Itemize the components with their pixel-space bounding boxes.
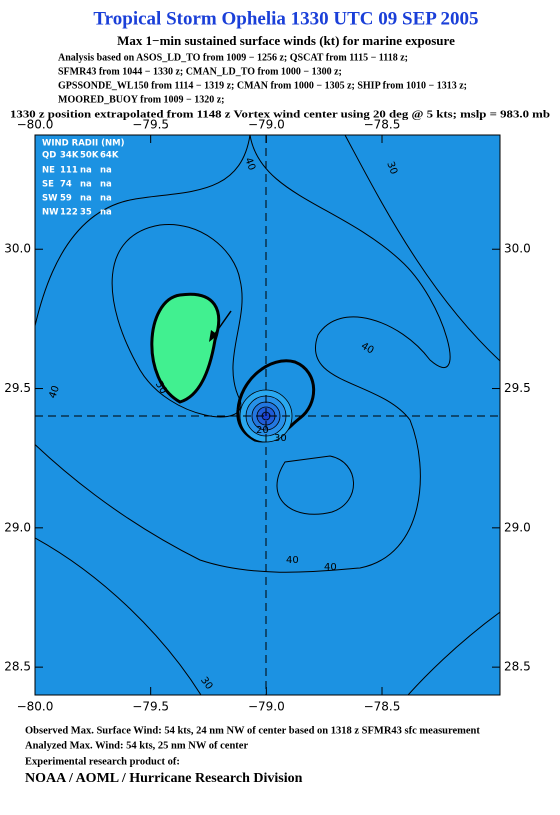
wind-radii-header: 34K (60, 151, 79, 161)
analysis-line: GPSSONDE_WL150 from 1114 − 1319 z; CMAN … (58, 80, 467, 91)
y-tick-label: 29.5 (4, 381, 31, 395)
contour-label: 20 (256, 425, 269, 436)
y-tick-label: 29.5 (504, 381, 531, 395)
wind-radii-cell: na (80, 166, 92, 176)
x-tick-label: −79.5 (132, 118, 169, 132)
contour-label: 30 (274, 433, 287, 444)
wind-radii-header: 64K (100, 151, 119, 161)
wind-radii-cell: 74 (60, 180, 72, 190)
x-tick-label: −78.5 (364, 700, 401, 714)
wind-radii-cell: na (100, 180, 112, 190)
y-tick-label: 30.0 (4, 242, 31, 256)
contour-40 (35, 135, 451, 573)
contour-label: 30 (384, 160, 399, 176)
x-tick-label: −80.0 (17, 118, 54, 132)
x-tick-label: −78.5 (364, 118, 401, 132)
wind-radii-header: QD (42, 151, 56, 161)
wind-radii-header: 50K (80, 151, 99, 161)
contour-label: 40 (47, 384, 62, 400)
wind-radii-cell: na (80, 194, 92, 204)
footer-line: Experimental research product of: (25, 756, 180, 767)
wind-radii-cell: na (100, 194, 112, 204)
analysis-line: Analysis based on ASOS_LD_TO from 1009 −… (58, 52, 408, 63)
position-note: 1330 z position extrapolated from 1148 z… (10, 109, 551, 120)
wind-radii-cell: NE (42, 166, 55, 176)
wind-radii-cell: na (100, 166, 112, 176)
x-tick-label: −79.0 (248, 700, 285, 714)
footer-line: Observed Max. Surface Wind: 54 kts, 24 n… (25, 725, 480, 736)
footer-line: Analyzed Max. Wind: 54 kts, 25 nm NW of … (25, 740, 248, 751)
y-tick-label: 28.5 (4, 660, 31, 674)
wind-field (35, 135, 500, 695)
x-tick-label: −79.0 (248, 118, 285, 132)
contour-label: 40 (324, 562, 337, 573)
x-tick-label: −79.5 (132, 700, 169, 714)
analysis-line: MOORED_BUOY from 1009 − 1320 z; (58, 94, 225, 105)
wind-radii-cell: SW (42, 194, 58, 204)
y-tick-label: 29.0 (504, 520, 531, 534)
wind-radii-cell: SE (42, 180, 54, 190)
plot-frame (34, 134, 501, 696)
contour-label: 40 (286, 555, 299, 566)
analysis-line: SFMR43 from 1044 − 1330 z; CMAN_LD_TO fr… (58, 66, 342, 77)
y-tick-label: 28.5 (504, 660, 531, 674)
wind-radii-cell: 59 (60, 194, 72, 204)
contour-50 (150, 292, 221, 404)
contour-label: 40 (242, 156, 257, 172)
footer-org: NOAA / AOML / Hurricane Research Divisio… (25, 771, 303, 786)
contour-30 (35, 135, 500, 695)
y-tick-label: 29.0 (4, 520, 31, 534)
wind-radii-cell: na (80, 180, 92, 190)
y-tick-label: 30.0 (504, 242, 531, 256)
wind-radii-cell: na (100, 208, 112, 218)
title: Tropical Storm Ophelia 1330 UTC 09 SEP 2… (93, 8, 478, 29)
wind-radii-title: WIND RADII (NM) (42, 139, 125, 149)
contour-45 (276, 455, 354, 515)
wind-radii-cell: NW (42, 208, 59, 218)
x-tick-label: −80.0 (17, 700, 54, 714)
wind-radii-cell: 111 (60, 166, 78, 176)
arrow-head (209, 330, 218, 342)
wind-radii-cell: 35 (80, 208, 92, 218)
subtitle: Max 1−min sustained surface winds (kt) f… (117, 33, 455, 48)
wind-radii-cell: 122 (60, 208, 78, 218)
